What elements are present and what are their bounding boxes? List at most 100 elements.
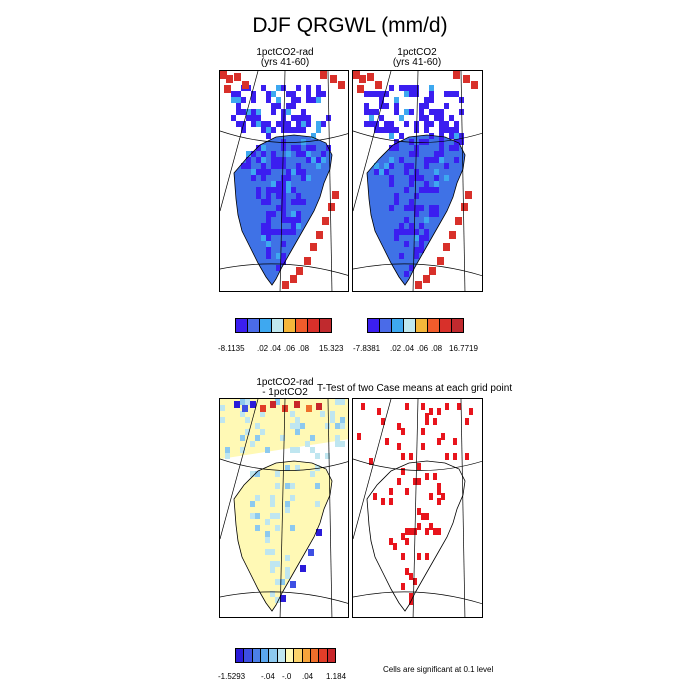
coastal-cell	[308, 549, 314, 556]
grid-cell	[409, 151, 414, 157]
colorbar-a-label-max: 15.323	[319, 344, 344, 353]
grid-cell	[419, 187, 424, 193]
grid-cell	[306, 175, 311, 181]
coastal-cell	[443, 243, 450, 251]
colorbar-a-label: .06	[284, 344, 296, 353]
grid-cell	[311, 97, 316, 103]
grid-cell	[291, 127, 296, 133]
significant-cell	[433, 418, 437, 425]
panel-a-title-line1: 1pctCO2-rad	[256, 47, 314, 58]
panel-c-title-line2: - 1pctCO2	[262, 387, 308, 398]
coastal-cell	[367, 73, 374, 81]
grid-cell	[271, 163, 276, 169]
grid-cell	[281, 205, 286, 211]
grid-cell	[310, 471, 315, 477]
grid-cell	[414, 175, 419, 181]
map-plot	[353, 399, 482, 617]
grid-cell	[251, 175, 256, 181]
grid-cell	[330, 411, 335, 417]
grid-cell	[320, 411, 325, 417]
grid-cell	[246, 163, 251, 169]
grid-cell	[261, 175, 266, 181]
grid-cell	[281, 217, 286, 223]
grid-cell	[429, 157, 434, 163]
significant-cell	[405, 568, 409, 575]
grid-cell	[236, 91, 241, 97]
grid-cell	[335, 435, 340, 441]
coastal-cell	[455, 217, 462, 225]
grid-cell	[275, 471, 280, 477]
grid-cell	[439, 133, 444, 139]
grid-cell	[454, 157, 459, 163]
grid-cell	[236, 109, 241, 115]
grid-cell	[285, 501, 290, 507]
grid-cell	[419, 241, 424, 247]
significant-cell	[397, 443, 401, 450]
significant-cell	[429, 493, 433, 500]
grid-cell	[335, 423, 340, 429]
grid-cell	[275, 525, 280, 531]
grid-cell	[394, 139, 399, 145]
grid-cell	[364, 91, 369, 97]
grid-cell	[429, 91, 434, 97]
grid-cell	[409, 109, 414, 115]
grid-cell	[439, 145, 444, 151]
grid-cell	[286, 151, 291, 157]
grid-cell	[439, 127, 444, 133]
grid-cell	[394, 97, 399, 103]
grid-cell	[404, 85, 409, 91]
grid-cell	[409, 199, 414, 205]
grid-cell	[444, 163, 449, 169]
significant-cell	[393, 543, 397, 550]
grid-cell	[275, 561, 280, 567]
grid-cell	[439, 115, 444, 121]
grid-cell	[256, 109, 261, 115]
grid-cell	[271, 181, 276, 187]
grid-cell	[256, 157, 261, 163]
significant-cell	[441, 433, 445, 440]
grid-cell	[266, 199, 271, 205]
grid-cell	[261, 85, 266, 91]
grid-cell	[275, 513, 280, 519]
significant-cell	[413, 578, 417, 585]
grid-cell	[369, 121, 374, 127]
grid-cell	[399, 229, 404, 235]
significant-cell	[425, 473, 429, 480]
grid-cell	[296, 223, 301, 229]
grid-cell	[245, 429, 250, 435]
significant-cell	[433, 473, 437, 480]
grid-cell	[256, 193, 261, 199]
coastal-cell	[234, 401, 240, 408]
grid-cell	[434, 175, 439, 181]
grid-cell	[404, 205, 409, 211]
grid-cell	[255, 525, 260, 531]
grid-cell	[414, 211, 419, 217]
greenland-coastline	[366, 460, 466, 612]
grid-cell	[399, 253, 404, 259]
significant-cell	[465, 453, 469, 460]
significant-cell	[409, 593, 413, 600]
significant-cell	[437, 498, 441, 505]
grid-cell	[301, 127, 306, 133]
significant-cell	[421, 443, 425, 450]
grid-cell	[276, 121, 281, 127]
grid-cell	[399, 157, 404, 163]
grid-cell	[399, 133, 404, 139]
grid-cell	[439, 151, 444, 157]
grid-cell	[414, 247, 419, 253]
grid-cell	[285, 555, 290, 561]
grid-cell	[389, 163, 394, 169]
latitude-line	[220, 130, 348, 143]
grid-cell	[394, 127, 399, 133]
grid-cell	[295, 429, 300, 435]
grid-cell	[291, 229, 296, 235]
meridian-line	[460, 71, 466, 291]
significant-cell	[385, 438, 389, 445]
grid-cell	[311, 157, 316, 163]
grid-cell	[434, 157, 439, 163]
grid-cell	[424, 139, 429, 145]
coastal-cell	[338, 81, 345, 89]
grid-cell	[276, 193, 281, 199]
panel-1pctco2-rad	[219, 70, 349, 292]
grid-cell	[394, 103, 399, 109]
